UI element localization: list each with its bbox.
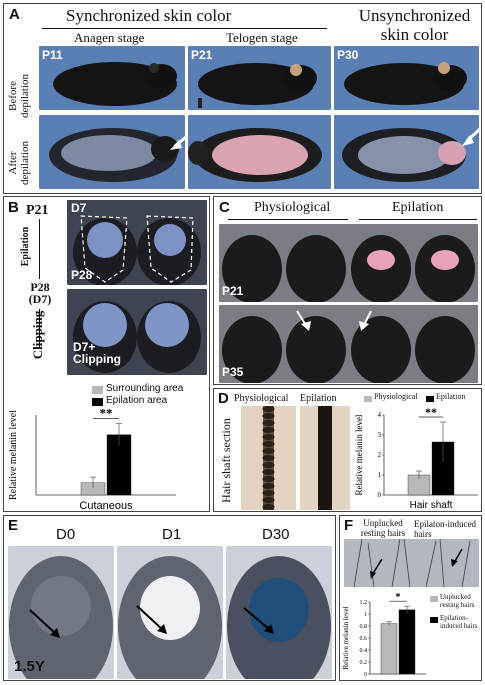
bar-control <box>380 623 398 675</box>
legend-b-surrounding: Surrounding area <box>106 383 184 394</box>
photo-e-d0: 1.5Y <box>8 546 114 679</box>
y-tick-label: 0.8 <box>360 624 368 630</box>
y-tick-label: 1.2 <box>360 600 368 606</box>
step-p28: P28 (D7) <box>28 280 52 306</box>
day-d0: D0 <box>56 526 76 543</box>
legend-d-physiological-swatch <box>364 396 372 402</box>
tag-d7: D7 <box>71 201 87 215</box>
significance-mark: ** <box>100 407 113 421</box>
panel-d-label: D <box>218 390 229 407</box>
age-label: 1.5Y <box>14 658 45 675</box>
hair-shaft-section-label: Hair shaft section <box>218 418 233 503</box>
photo-f-hairs <box>344 539 479 587</box>
panel-e-label: E <box>8 517 19 534</box>
chart-b: ** Cutaneous Relative melanin level <box>8 407 176 511</box>
panel-c: C Physiological Epilation P21 P35 <box>213 196 482 385</box>
physiological-label: Physiological <box>254 200 331 215</box>
tag-d7-clipping: D7+ Clipping <box>73 340 121 366</box>
y-tick-label: 0.4 <box>360 648 368 654</box>
legend-f-unplucked-swatch <box>430 596 438 602</box>
epilation-underline <box>359 219 477 220</box>
legend-d-physiological: Physiological <box>374 392 418 401</box>
legend-d-epilation-swatch <box>426 396 434 402</box>
anagen-label: Anagen stage <box>74 30 145 45</box>
panel-c-label: C <box>219 199 230 216</box>
arrow-1 <box>39 219 40 279</box>
photo-d-physiological <box>241 406 296 510</box>
chart-d: 0 1 2 3 4 ** Hair shaft Relative melanin level <box>354 405 478 511</box>
photo-b-clipping: D7+ Clipping <box>67 289 207 375</box>
y-tick-label: 0.2 <box>360 660 368 666</box>
y-axis-label: Relative melanin level <box>354 414 364 495</box>
y-tick-label: 2 <box>378 451 382 459</box>
d-img-label-epilation: Epilation <box>300 393 337 404</box>
tag-p28: P28 <box>71 268 93 282</box>
physiological-underline <box>228 219 348 220</box>
panel-d: D Physiological Epilation Hair shaft sec… <box>213 388 482 512</box>
photo-d-epilation <box>300 406 350 510</box>
tag-c-p35: P35 <box>222 365 244 379</box>
synchronized-title: Synchronized skin color <box>66 6 232 25</box>
tag-c-p21: P21 <box>222 284 244 298</box>
y-tick-label: 0 <box>378 491 382 499</box>
step-epilation: Epilation <box>20 226 32 267</box>
significance-mark: * <box>396 592 401 603</box>
panel-b: B P21 Epilation P28 (D7) Clipping D7 P28… <box>3 196 210 512</box>
photo-a-p21-after <box>188 115 331 189</box>
arrow-2 <box>39 309 40 349</box>
panel-f-label: F <box>344 517 354 534</box>
photo-a-p11-before: P11 <box>39 46 185 110</box>
legend-f-unplucked: Unplucked resting hairs <box>440 593 475 609</box>
legend-b-surrounding-swatch <box>92 386 103 394</box>
y-tick-label: 0.6 <box>360 636 368 642</box>
y-tick-label: 4 <box>378 411 382 419</box>
panel-f: F Unplucked resting hairs Epilaton-induc… <box>339 515 482 681</box>
legend-f-epilation: Epilation- induced hairs <box>440 614 478 630</box>
epilation-label: Epilation <box>392 200 444 215</box>
tag-p11: P11 <box>42 48 63 62</box>
y-tick-label: 1 <box>364 612 367 618</box>
photo-a-p30-before: P30 <box>334 46 479 110</box>
sync-underline <box>42 28 327 29</box>
unsynchronized-title: Unsynchronized skin color <box>358 6 471 44</box>
step-clipping: Clipping <box>30 310 46 360</box>
legend-b-epilation-swatch <box>92 398 103 406</box>
x-axis-label: Cutaneous <box>79 500 133 511</box>
y-tick-label: 0 <box>364 672 367 678</box>
f-top-left-label: Unplucked resting hairs <box>360 518 406 538</box>
d-img-label-physiological: Physiological <box>234 393 289 404</box>
panel-a-label: A <box>9 6 20 23</box>
legend-f-epilation-swatch <box>430 617 438 623</box>
y-tick-label: 3 <box>378 431 382 439</box>
day-d1: D1 <box>162 526 182 543</box>
panel-e: E D0 D1 D30 1.5Y <box>3 515 336 681</box>
row-after-label: After depilation <box>7 141 31 185</box>
legend-b-epilation: Epilation area <box>106 395 168 406</box>
photo-c-p21: P21 <box>219 224 478 302</box>
photo-c-p35: P35 <box>219 305 478 383</box>
panel-a: A Synchronized skin color Unsynchronized… <box>3 3 482 194</box>
bar-treated <box>398 609 416 675</box>
photo-a-p11-after <box>39 115 185 189</box>
tag-p21: P21 <box>191 48 213 62</box>
photo-b-d7: D7 P28 <box>67 200 207 285</box>
row-before-label: Before depilation <box>7 74 31 118</box>
photo-a-p21-before: P21 <box>188 46 331 110</box>
photo-e-d30 <box>226 546 332 679</box>
legend-d-epilation: Epilation <box>436 392 466 401</box>
significance-mark: ** <box>425 405 437 419</box>
step-p21: P21 <box>26 203 49 218</box>
photo-e-d1 <box>117 546 223 679</box>
day-d30: D30 <box>262 526 290 543</box>
chart-f: 0 0.2 0.4 0.6 0.8 1 1.2 * Relative melanin level <box>342 592 426 678</box>
photo-a-p30-after <box>334 115 479 189</box>
panel-b-label: B <box>8 199 19 216</box>
y-axis-label: Relative melanin level <box>342 606 350 669</box>
y-tick-label: 1 <box>378 471 382 479</box>
x-axis-label: Hair shaft <box>410 500 453 511</box>
telogen-label: Telogen stage <box>226 30 298 45</box>
tag-p30: P30 <box>337 48 359 62</box>
f-top-right-label: Epilaton-induced hairs <box>414 519 476 539</box>
y-axis-label: Relative melanin level <box>8 410 19 500</box>
